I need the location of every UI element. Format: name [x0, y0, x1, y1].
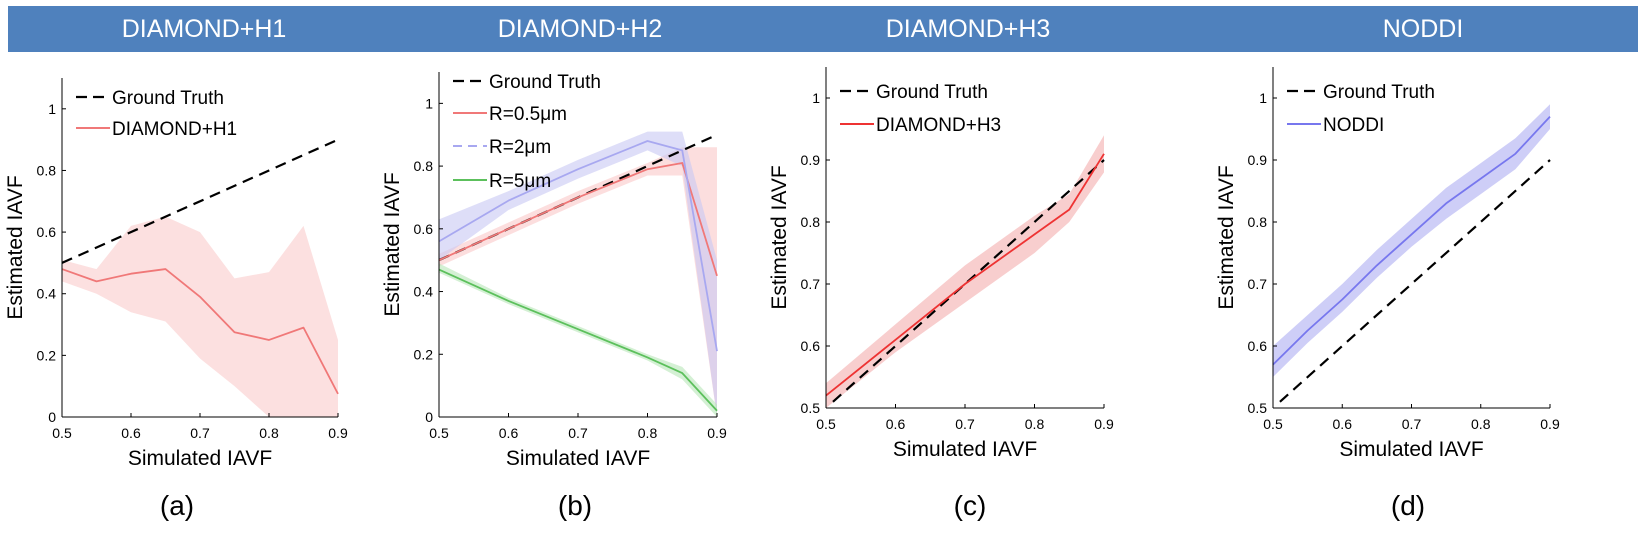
y-tick-label-1-5: 1 — [425, 95, 433, 111]
x-tick-label-2-2: 0.7 — [955, 416, 975, 432]
y-tick-label-3-0: 0.5 — [1248, 400, 1268, 416]
y-tick-label-0-2: 0.4 — [37, 286, 57, 302]
legend-label-2-1: DIAMOND+H3 — [876, 115, 1001, 136]
x-axis-label-1: Simulated IAVF — [506, 447, 650, 470]
series-band-0-1 — [62, 216, 338, 417]
x-tick-label-3-2: 0.7 — [1402, 416, 1422, 432]
series-line-3-1 — [1272, 115, 1551, 366]
y-axis-label-2: Estimated IAVF — [768, 165, 791, 309]
legend-label-3-0: Ground Truth — [1323, 82, 1435, 103]
panel-title-c: DIAMOND+H3 — [885, 15, 1051, 43]
y-tick-label-2-5: 1 — [812, 90, 820, 106]
panel-title-a: DIAMOND+H1 — [121, 15, 287, 43]
chart-panel-2: 0.5 0.6 0.7 0.8 0.9 0.5 0.6 0.7 0.8 0.9 1 Simulated… — [768, 67, 1114, 461]
series-line-1-2 — [438, 140, 718, 352]
x-tick-label-1-2: 0.7 — [568, 425, 588, 441]
y-tick-label-3-3: 0.8 — [1248, 214, 1268, 230]
x-tick-label-0-1: 0.6 — [121, 425, 141, 441]
y-tick-label-2-2: 0.7 — [801, 276, 821, 292]
series-line-0-0 — [61, 138, 339, 264]
legend-label-0-0: Ground Truth — [112, 88, 224, 109]
panel-title-d: NODDI — [1382, 15, 1464, 43]
legend-label-1-1: R=0.5μm — [489, 104, 567, 125]
legend-label-3-1: NODDI — [1323, 115, 1384, 136]
x-tick-label-0-3: 0.8 — [259, 425, 279, 441]
x-tick-label-3-4: 0.9 — [1540, 416, 1560, 432]
series-band-1-3 — [439, 263, 717, 417]
x-axis-label-3: Simulated IAVF — [1339, 438, 1483, 461]
x-tick-label-2-0: 0.5 — [816, 416, 836, 432]
y-axis-label-3: Estimated IAVF — [1215, 165, 1238, 309]
x-tick-label-3-0: 0.5 — [1263, 416, 1283, 432]
x-tick-label-2-1: 0.6 — [886, 416, 906, 432]
chart-panel-3: 0.5 0.6 0.7 0.8 0.9 0.5 0.6 0.7 0.8 0.9 1 Simulated… — [1215, 67, 1560, 461]
subfigure-label-a: (a) — [159, 490, 195, 521]
series-line-0-1 — [61, 268, 339, 395]
y-tick-label-1-3: 0.6 — [414, 221, 434, 237]
subfigure-label-b: (b) — [557, 490, 593, 521]
legend-label-2-0: Ground Truth — [876, 82, 988, 103]
y-tick-label-2-1: 0.6 — [801, 338, 821, 354]
y-tick-label-3-1: 0.6 — [1248, 338, 1268, 354]
x-tick-label-3-1: 0.6 — [1333, 416, 1353, 432]
y-tick-label-0-1: 0.2 — [37, 347, 57, 363]
y-tick-label-2-3: 0.8 — [801, 214, 821, 230]
series-band-2-1 — [826, 135, 1104, 408]
x-tick-label-0-4: 0.9 — [328, 425, 348, 441]
y-tick-label-0-0: 0 — [48, 409, 56, 425]
subfigure-label-d: (d) — [1390, 490, 1426, 521]
y-axis-label-0: Estimated IAVF — [4, 175, 27, 319]
y-tick-label-3-4: 0.9 — [1248, 152, 1268, 168]
x-tick-label-1-3: 0.8 — [638, 425, 658, 441]
header-bar — [8, 6, 1638, 52]
legend-label-0-1: DIAMOND+H1 — [112, 119, 237, 140]
legend-label-1-0: Ground Truth — [489, 72, 601, 93]
series-band-1-2 — [439, 131, 717, 417]
y-tick-label-1-0: 0 — [425, 409, 433, 425]
series-band-3-1 — [1273, 104, 1550, 377]
series-band-1-1 — [439, 147, 717, 418]
y-tick-label-1-4: 0.8 — [414, 158, 434, 174]
x-axis-label-0: Simulated IAVF — [128, 447, 272, 470]
x-tick-label-1-1: 0.6 — [499, 425, 519, 441]
x-tick-label-3-3: 0.8 — [1471, 416, 1491, 432]
chart-panel-1: 0.5 0.6 0.7 0.8 0.9 0 0.2 0.4 0.6 0.8 1 Simulated I… — [381, 72, 727, 470]
panel-title-b: DIAMOND+H2 — [497, 15, 663, 43]
y-tick-label-0-5: 1 — [48, 101, 56, 117]
y-tick-label-2-0: 0.5 — [801, 400, 821, 416]
x-tick-label-1-4: 0.9 — [707, 425, 727, 441]
y-tick-label-2-4: 0.9 — [801, 152, 821, 168]
y-tick-label-3-5: 1 — [1259, 90, 1267, 106]
x-tick-label-0-0: 0.5 — [52, 425, 72, 441]
x-tick-label-0-2: 0.7 — [190, 425, 210, 441]
y-tick-label-3-2: 0.7 — [1248, 276, 1268, 292]
y-tick-label-0-4: 0.8 — [37, 162, 57, 178]
x-tick-label-1-0: 0.5 — [429, 425, 449, 441]
y-tick-label-0-3: 0.6 — [37, 224, 57, 240]
x-axis-label-2: Simulated IAVF — [893, 438, 1037, 461]
x-tick-label-2-3: 0.8 — [1025, 416, 1045, 432]
subfigure-label-c: (c) — [953, 490, 987, 521]
series-line-3-0 — [1279, 159, 1551, 403]
series-line-2-1 — [825, 153, 1105, 397]
y-tick-label-1-1: 0.2 — [414, 346, 434, 362]
chart-panel-0: 0.5 0.6 0.7 0.8 0.9 0 0.2 0.4 0.6 0.8 1 Simulated I… — [4, 78, 348, 470]
legend-label-1-3: R=5μm — [489, 171, 551, 192]
y-axis-label-1: Estimated IAVF — [381, 172, 404, 316]
x-tick-label-2-4: 0.9 — [1094, 416, 1114, 432]
series-line-1-3 — [438, 268, 718, 412]
legend-label-1-2: R=2μm — [489, 137, 551, 158]
y-tick-label-1-2: 0.4 — [414, 284, 434, 300]
